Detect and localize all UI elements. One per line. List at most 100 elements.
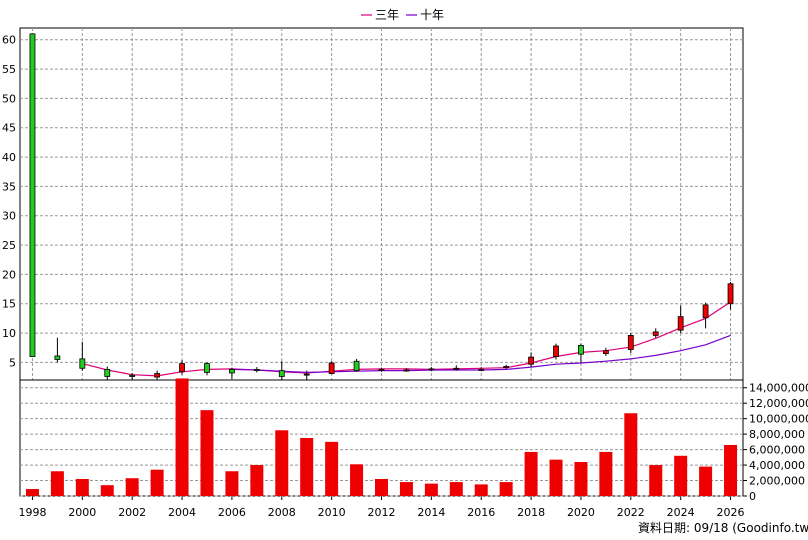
x-tick-label: 2014 <box>417 506 445 519</box>
price-y-tick-label: 45 <box>2 122 16 135</box>
candle-body <box>578 344 584 355</box>
price-y-tick-label: 5 <box>9 356 16 369</box>
volume-bar <box>424 483 438 496</box>
volume-bar <box>499 482 513 496</box>
candle-body <box>104 369 111 377</box>
volume-bar <box>200 410 214 496</box>
volume-bar <box>649 465 663 496</box>
volume-bar <box>350 464 364 496</box>
volume-bar <box>150 469 164 496</box>
legend-label-3y: 三年 <box>375 8 399 22</box>
volume-bar <box>524 451 538 496</box>
volume-bar <box>549 459 563 496</box>
price-y-tick-label: 20 <box>2 268 16 281</box>
candle-body <box>677 316 684 331</box>
volume-bar <box>325 441 339 496</box>
volume-bar <box>125 478 139 496</box>
x-tick-label: 2012 <box>368 506 396 519</box>
x-tick-label: 2022 <box>617 506 645 519</box>
volume-bar <box>474 484 488 496</box>
volume-y-tick-label: 14,000,000 <box>749 382 808 395</box>
x-tick-label: 2018 <box>517 506 545 519</box>
legend-label-10y: 十年 <box>420 8 444 22</box>
volume-bar <box>375 478 388 496</box>
volume-bar <box>75 478 89 496</box>
candle-body <box>627 335 634 350</box>
volume-bar <box>724 444 738 496</box>
candle-body <box>503 366 510 369</box>
volume-bar <box>25 489 39 496</box>
price-y-tick-label: 40 <box>2 151 16 164</box>
volume-bar <box>699 466 713 496</box>
x-tick-label: 2008 <box>268 506 296 519</box>
volume-bar <box>599 451 613 496</box>
x-tick-label: 2010 <box>318 506 346 519</box>
volume-y-tick-label: 12,000,000 <box>749 397 808 410</box>
volume-y-tick-label: 2,000,000 <box>749 475 805 488</box>
candle-body <box>453 367 460 370</box>
candle-body <box>428 368 435 371</box>
candle-body <box>602 350 609 354</box>
price-y-tick-label: 25 <box>2 239 16 252</box>
volume-y-tick-label: 8,000,000 <box>749 428 805 441</box>
x-tick-label: 2006 <box>218 506 246 519</box>
price-y-tick-label: 30 <box>2 210 16 223</box>
volume-y-tick-label: 6,000,000 <box>749 444 805 457</box>
price-y-tick-label: 60 <box>2 34 16 47</box>
candle-body <box>229 369 235 374</box>
candle-body <box>303 373 310 376</box>
candle-body <box>652 331 659 336</box>
volume-plot: 1998 2000 2002 2004 2006 2008 2010 2012 2014 2016… <box>18 378 808 519</box>
volume-plot-frame <box>19 379 744 497</box>
volume-bar <box>449 482 463 496</box>
volume-bar <box>300 438 314 496</box>
volume-bar <box>225 471 239 496</box>
candle-body <box>129 374 136 377</box>
price-y-tick-label: 15 <box>2 298 16 311</box>
x-tick-label: 2026 <box>717 506 745 519</box>
volume-bar <box>275 430 289 496</box>
volume-y-tick-label: 4,000,000 <box>749 459 805 472</box>
candle-body <box>179 363 185 373</box>
volume-y-tick-label: 0 <box>749 490 756 503</box>
price-y-tick-label: 55 <box>2 63 16 76</box>
x-tick-label: 2002 <box>118 506 146 519</box>
candle-body <box>154 373 161 378</box>
candle-body <box>528 356 534 365</box>
volume-bar <box>399 482 413 496</box>
x-tick-label: 2020 <box>567 506 595 519</box>
candle-body <box>79 358 86 369</box>
volume-bar <box>175 378 189 496</box>
footer-date: 資料日期: 09/18 (Goodinfo.tw) <box>638 521 808 535</box>
x-tick-label: 2024 <box>667 506 695 519</box>
volume-bar <box>100 485 114 496</box>
volume-y-tick-label: 10,000,000 <box>749 413 808 426</box>
volume-bar <box>574 461 588 496</box>
volume-bar <box>250 465 264 496</box>
candle-body <box>204 363 210 373</box>
price-y-tick-label: 35 <box>2 180 16 193</box>
x-tick-label: 1998 <box>18 506 46 519</box>
legend: 三年 十年 <box>361 8 444 22</box>
x-tick-label: 2000 <box>68 506 96 519</box>
x-tick-label: 2016 <box>467 506 495 519</box>
price-y-tick-label: 50 <box>2 92 16 105</box>
candle-body <box>702 304 709 319</box>
volume-bar <box>624 413 638 496</box>
candle-body <box>253 369 260 372</box>
candle-body <box>553 345 559 357</box>
candle-body <box>353 360 360 372</box>
volume-bar <box>674 455 688 496</box>
candle-body <box>727 283 734 305</box>
candle-body <box>378 369 385 371</box>
price-plot: 5 10 15 20 25 30 35 40 45 50 55 60 <box>2 27 744 382</box>
price-y-tick-label: 10 <box>2 327 16 340</box>
candle-body <box>328 362 335 374</box>
candle-body <box>278 370 285 377</box>
volume-bar <box>50 471 64 496</box>
x-tick-label: 2004 <box>168 506 196 519</box>
candle-body <box>403 369 410 372</box>
candle-body <box>29 33 36 357</box>
candle-body <box>478 369 485 371</box>
